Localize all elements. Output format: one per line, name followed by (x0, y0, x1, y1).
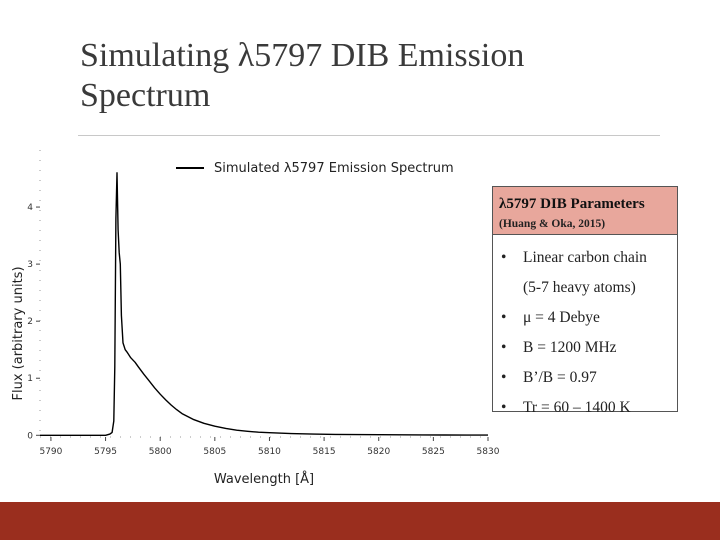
series-line (40, 172, 488, 436)
x-tick-label: 5800 (149, 447, 172, 457)
parameter-text: Linear carbon chain (523, 249, 647, 266)
y-tick-label: 0 (27, 431, 33, 441)
bullet-marker: • (501, 249, 507, 266)
slide-title: Simulating λ5797 DIB Emission Spectrum (80, 36, 680, 116)
parameter-item: • B = 1200 MHz (501, 333, 677, 363)
parameter-item: (5-7 heavy atoms) (501, 273, 677, 303)
y-tick-label: 3 (27, 260, 33, 270)
parameter-item: • Tr = 60 – 1400 K (501, 393, 677, 423)
legend-entry: Simulated λ5797 Emission Spectrum (214, 161, 454, 176)
bullet-marker: • (501, 339, 507, 356)
x-axis-label: Wavelength [Å] (214, 471, 314, 487)
spectrum-chart-svg: 0 1 2 3 4 5790 5795 5800 5805 5810 5815 5820 5825 583… (11, 150, 500, 487)
slide-title-line2: Spectrum (80, 77, 211, 114)
parameters-list: • Linear carbon chain (5-7 heavy atoms) • μ … (493, 235, 677, 423)
parameter-text: B’/B = 0.97 (523, 369, 597, 386)
parameter-text: Tr = 60 – 1400 K (523, 399, 631, 416)
bullet-marker: • (501, 399, 507, 416)
parameter-text: (5-7 heavy atoms) (523, 279, 636, 296)
parameter-item: • B’/B = 0.97 (501, 363, 677, 393)
bullet-marker: • (501, 369, 507, 386)
parameter-item: • μ = 4 Debye (501, 303, 677, 333)
parameters-panel-header: λ5797 DIB Parameters (Huang & Oka, 2015) (493, 187, 677, 235)
x-tick-label: 5825 (422, 447, 445, 457)
bullet-marker: • (501, 309, 507, 326)
x-tick-label: 5830 (477, 447, 500, 457)
title-divider (78, 135, 660, 136)
x-tick-label: 5815 (313, 447, 336, 457)
slide-title-line1: Simulating λ5797 DIB Emission (80, 37, 525, 74)
x-tick-label: 5795 (94, 447, 117, 457)
spectrum-chart: 0 1 2 3 4 5790 5795 5800 5805 5810 5815 5820 5825 583… (0, 140, 500, 500)
x-tick-label: 5810 (258, 447, 281, 457)
parameter-text: B = 1200 MHz (523, 339, 617, 356)
footer-bar (0, 502, 720, 540)
parameter-text: μ = 4 Debye (523, 309, 600, 326)
x-tick-label: 5805 (203, 447, 226, 457)
y-tick-label: 2 (27, 317, 33, 327)
y-tick-label: 4 (27, 203, 33, 213)
y-tick-label: 1 (27, 374, 33, 384)
y-axis-label: Flux (arbitrary units) (11, 266, 26, 400)
parameters-panel-subtitle: (Huang & Oka, 2015) (499, 218, 606, 230)
parameters-panel: λ5797 DIB Parameters (Huang & Oka, 2015)… (492, 186, 678, 416)
parameter-item: • Linear carbon chain (501, 243, 677, 273)
x-tick-label: 5820 (367, 447, 390, 457)
x-tick-label: 5790 (39, 447, 62, 457)
parameters-panel-title: λ5797 DIB Parameters (499, 196, 645, 212)
